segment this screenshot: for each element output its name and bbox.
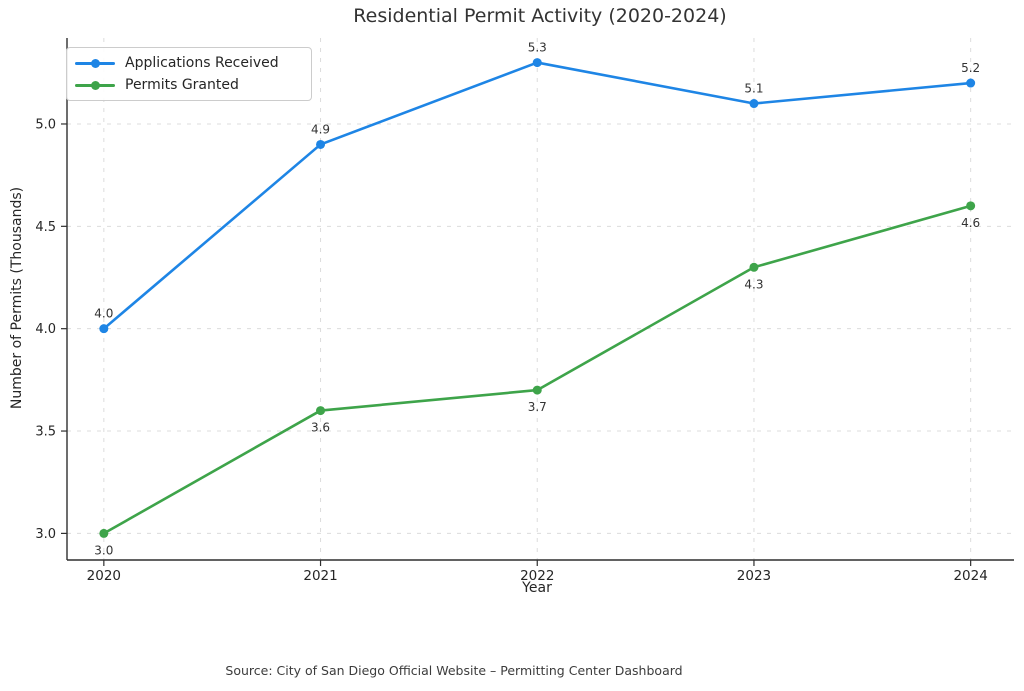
data-point-label: 4.3	[744, 277, 763, 291]
y-tick-label: 4.0	[35, 322, 56, 337]
chart-title: Residential Permit Activity (2020-2024)	[353, 5, 727, 27]
source-note: Source: City of San Diego Official Websi…	[225, 663, 683, 678]
x-tick-label: 2020	[87, 568, 121, 584]
x-tick-label: 2023	[737, 568, 771, 584]
data-point-marker	[749, 262, 759, 272]
data-point-label: 5.2	[961, 61, 980, 75]
data-point-label: 4.9	[311, 122, 330, 136]
data-point-marker	[532, 58, 542, 68]
data-point-marker	[966, 201, 976, 211]
green-line-marker-icon	[75, 78, 115, 92]
x-tick-label: 2021	[303, 568, 337, 584]
data-point-label: 3.0	[94, 543, 113, 557]
data-point-label: 3.6	[311, 421, 330, 435]
x-tick-label: 2022	[520, 568, 554, 584]
y-tick-label: 5.0	[35, 117, 56, 132]
data-point-marker	[316, 406, 326, 416]
y-axis-title: Number of Permits (Thousands)	[9, 186, 25, 410]
data-point-marker	[316, 139, 326, 149]
x-axis-title: Year	[522, 580, 552, 596]
y-tick-label: 3.5	[35, 425, 56, 440]
data-point-label: 3.7	[528, 400, 547, 414]
data-point-marker	[99, 528, 109, 538]
legend-label-applications: Applications Received	[125, 55, 279, 71]
data-point-marker	[99, 324, 109, 334]
data-point-marker	[532, 385, 542, 395]
legend-label-permits: Permits Granted	[125, 77, 239, 93]
y-tick-label: 3.0	[35, 527, 56, 542]
data-point-marker	[749, 99, 759, 109]
y-tick-label: 4.5	[35, 220, 56, 235]
data-point-marker	[966, 78, 976, 88]
legend-item-applications: Applications Received	[75, 55, 301, 71]
data-point-label: 4.0	[94, 307, 113, 321]
x-tick-label: 2024	[953, 568, 987, 584]
data-point-label: 5.1	[744, 82, 763, 96]
data-point-label: 5.3	[528, 41, 547, 55]
legend-item-permits: Permits Granted	[75, 77, 301, 93]
blue-line-marker-icon	[75, 56, 115, 70]
data-point-label: 4.6	[961, 216, 980, 230]
legend: Applications Received Permits Granted	[66, 47, 312, 101]
